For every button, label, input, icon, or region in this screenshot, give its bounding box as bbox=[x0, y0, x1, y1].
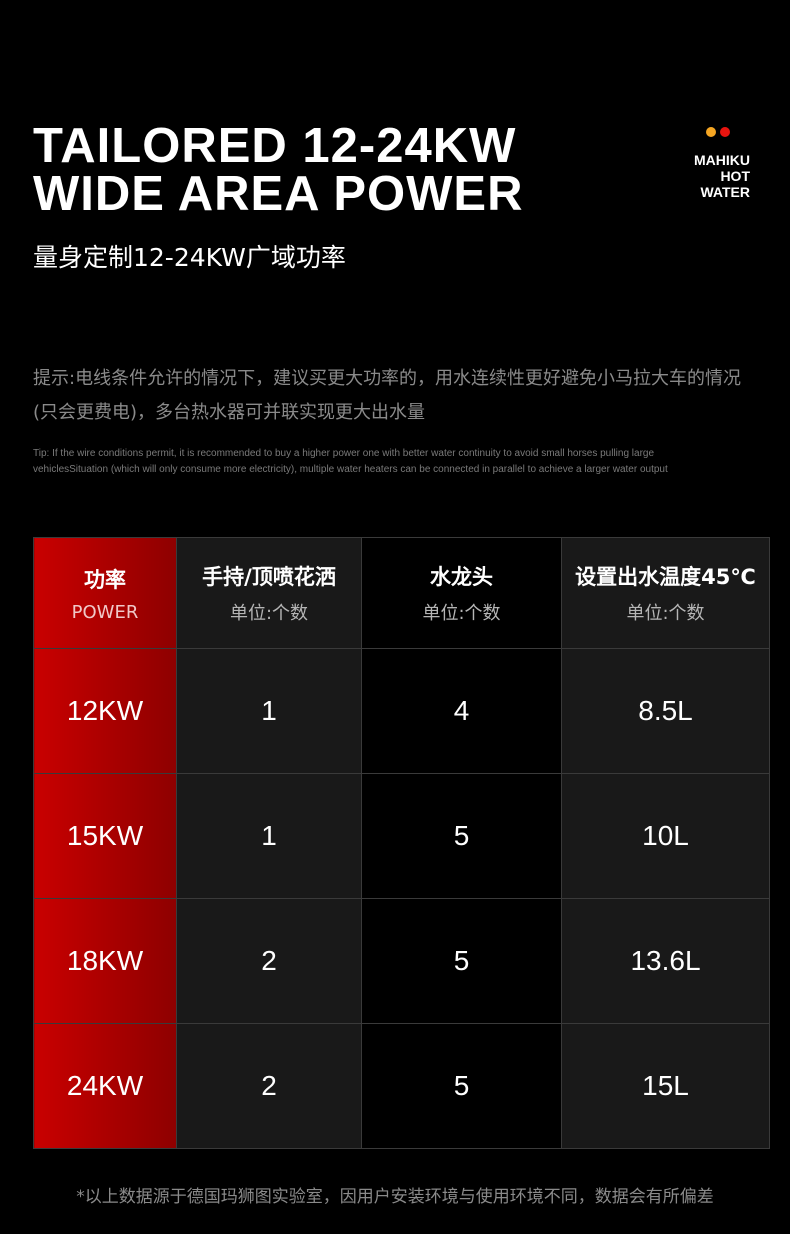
value-cell: 2 bbox=[176, 898, 362, 1024]
value-cell: 13.6L bbox=[561, 898, 770, 1024]
value-cell: 8.5L bbox=[561, 648, 770, 774]
value-cell: 10L bbox=[561, 773, 770, 899]
logo-line-3: WATER bbox=[700, 184, 750, 200]
title-line-2: WIDE AREA POWER bbox=[33, 167, 524, 221]
power-cell: 15KW bbox=[33, 773, 177, 899]
tip-english-line-2: vehiclesSituation (which will only consu… bbox=[33, 464, 668, 475]
value-cell: 5 bbox=[361, 1023, 562, 1149]
header-title: 水龙头 bbox=[430, 565, 493, 589]
table-row: 15KW 1 5 10L bbox=[33, 773, 770, 899]
value-cell: 1 bbox=[176, 648, 362, 774]
value-cell: 4 bbox=[361, 648, 562, 774]
page-subtitle: 量身定制12-24KW广域功率 bbox=[33, 243, 346, 272]
header-title: 功率 bbox=[84, 567, 126, 592]
value-cell: 1 bbox=[176, 773, 362, 899]
tip-english-line-1: Tip: If the wire conditions permit, it i… bbox=[33, 448, 655, 459]
value-cell: 2 bbox=[176, 1023, 362, 1149]
header-title: 手持/顶喷花洒 bbox=[202, 565, 336, 589]
title-line-1: TAILORED 12-24KW bbox=[33, 119, 517, 173]
header-unit: 单位:个数 bbox=[229, 603, 309, 624]
logo-text: MAHIKU HOT WATER bbox=[694, 152, 750, 200]
table-row: 12KW 1 4 8.5L bbox=[33, 648, 770, 774]
page-title: TAILORED 12-24KW WIDE AREA POWER bbox=[33, 119, 524, 221]
header-unit: 单位:个数 bbox=[626, 603, 705, 624]
header-cell: 水龙头单位:个数 bbox=[361, 537, 562, 649]
header-unit: POWER bbox=[71, 601, 139, 623]
header-cell: 手持/顶喷花洒 单位:个数 bbox=[176, 537, 362, 649]
value-cell: 15L bbox=[561, 1023, 770, 1149]
value-cell: 5 bbox=[361, 898, 562, 1024]
red-dot-icon bbox=[720, 127, 730, 137]
power-cell: 18KW bbox=[33, 898, 177, 1024]
power-spec-table: 功率 POWER 手持/顶喷花洒 单位:个数 水龙头 单位:个数 设置出水温度45℃ 单位:个… bbox=[33, 537, 770, 1149]
table-row: 18KW 2 5 13.6L bbox=[33, 898, 770, 1024]
tip-chinese: 提示:电线条件允许的情况下，建议买更大功率的，用水连续性更好避免小马拉大车的情况… bbox=[33, 368, 742, 423]
logo-dots-icon bbox=[706, 122, 734, 141]
logo-line-1: MAHIKU bbox=[694, 152, 750, 168]
power-cell: 24KW bbox=[33, 1023, 177, 1149]
value-cell: 5 bbox=[361, 773, 562, 899]
header-unit: 单位:个数 bbox=[422, 603, 501, 624]
logo-line-2: HOT bbox=[720, 168, 750, 184]
header-title: 设置出水温度45℃ bbox=[575, 565, 756, 589]
table-row: 24KW 2 5 15L bbox=[33, 1023, 770, 1149]
power-cell: 12KW bbox=[33, 648, 177, 774]
orange-dot-icon bbox=[706, 127, 716, 137]
table-header-row: 功率 POWER 手持/顶喷花洒 单位:个数 水龙头 单位:个数 设置出水温度45℃ 单位:个… bbox=[33, 537, 770, 649]
header-cell: 设置出水温度45℃ 单位:个数 bbox=[561, 537, 770, 649]
header-cell: 功率 POWER bbox=[33, 537, 177, 649]
tip-english: Tip: If the wire conditions permit, it i… bbox=[33, 446, 773, 478]
footer-disclaimer: *以上数据源于德国玛狮图实验室，因用户安装环境与使用环境不同，数据会有所偏差 bbox=[76, 1187, 714, 1207]
